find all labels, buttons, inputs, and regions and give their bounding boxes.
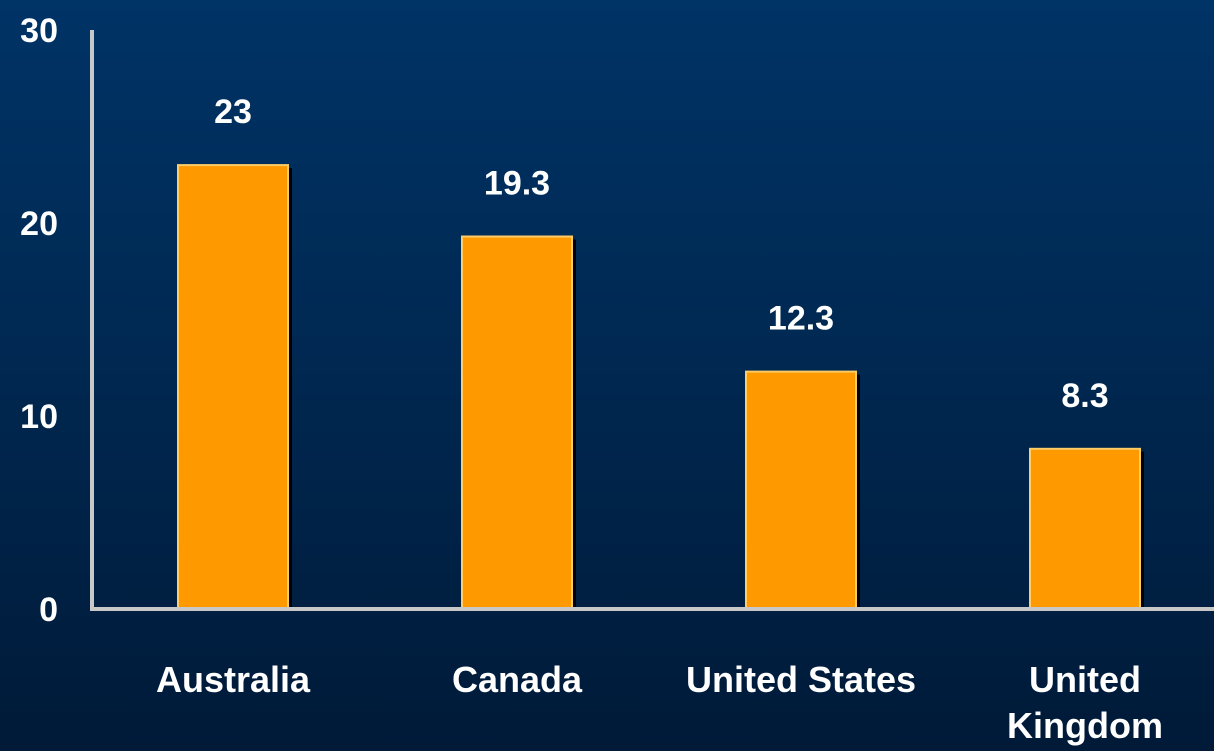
y-tick-label: 20 xyxy=(20,205,58,243)
category-label-line: Australia xyxy=(156,659,311,700)
data-label: 12.3 xyxy=(768,300,834,338)
axes xyxy=(90,30,1214,611)
data-label: 8.3 xyxy=(1061,377,1108,415)
bars xyxy=(177,164,1144,610)
data-label: 23 xyxy=(214,93,252,131)
bar xyxy=(1029,447,1141,610)
data-labels: 23 19.3 12.3 8.3 xyxy=(214,93,1109,415)
y-tick-label: 10 xyxy=(20,398,58,436)
category-label-line: Kingdom xyxy=(1007,705,1163,746)
y-tick-label: 0 xyxy=(39,591,58,629)
category-label-line: United xyxy=(1029,659,1141,700)
category-label: Canada xyxy=(452,659,583,700)
bar xyxy=(461,235,573,610)
category-label-line: United States xyxy=(686,659,916,700)
category-label: United States xyxy=(686,659,916,700)
bar xyxy=(745,370,857,610)
category-label: Australia xyxy=(156,659,311,700)
y-tick-label: 30 xyxy=(20,12,58,50)
data-label: 19.3 xyxy=(484,165,550,203)
bar xyxy=(177,164,289,610)
category-labels: Australia Canada United States United Kingdo… xyxy=(156,659,1163,746)
category-label: United Kingdom xyxy=(1007,659,1163,746)
category-label-line: Canada xyxy=(452,659,583,700)
y-axis-ticks: 0 10 20 30 xyxy=(20,12,58,629)
